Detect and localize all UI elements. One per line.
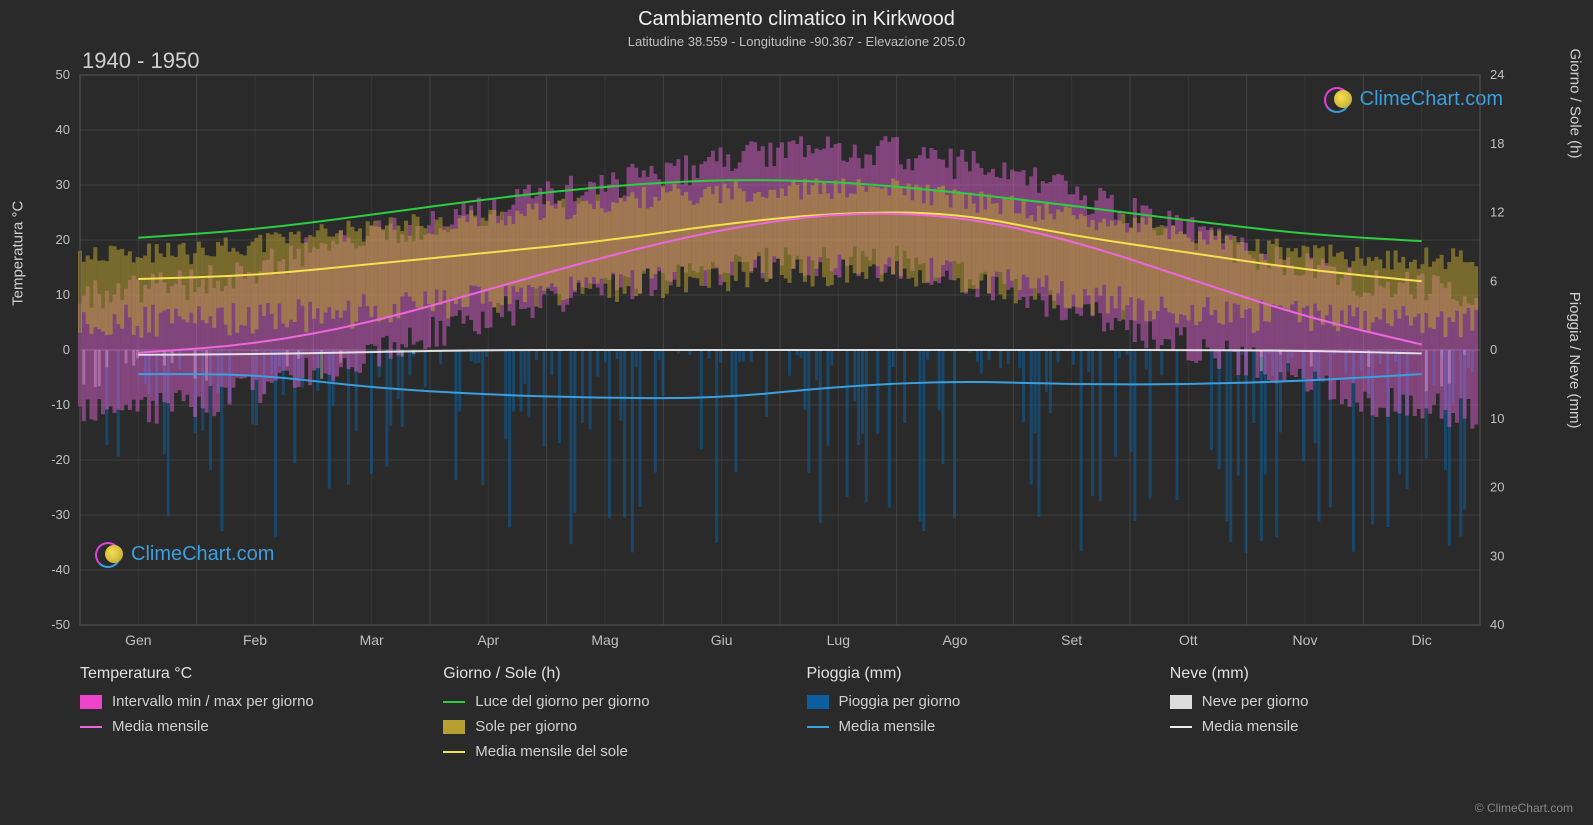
- svg-text:18: 18: [1490, 136, 1504, 151]
- legend-item: Pioggia per giorno: [807, 693, 1150, 710]
- legend-item: Media mensile: [807, 718, 1150, 735]
- legend-item: Sole per giorno: [443, 718, 786, 735]
- legend-item-label: Media mensile: [112, 718, 209, 735]
- svg-text:20: 20: [1490, 480, 1504, 495]
- legend-item-label: Sole per giorno: [475, 718, 577, 735]
- svg-text:-10: -10: [51, 397, 70, 412]
- legend-line-icon: [80, 726, 102, 728]
- legend-title: Giorno / Sole (h): [443, 665, 786, 683]
- svg-text:20: 20: [56, 232, 70, 247]
- svg-text:Feb: Feb: [243, 632, 267, 648]
- year-range: 1940 - 1950: [82, 48, 199, 74]
- copyright: © ClimeChart.com: [1475, 801, 1573, 815]
- svg-text:Lug: Lug: [827, 632, 850, 648]
- legend-title: Neve (mm): [1170, 665, 1513, 683]
- svg-text:24: 24: [1490, 67, 1504, 82]
- svg-text:-50: -50: [51, 617, 70, 632]
- svg-text:0: 0: [1490, 342, 1497, 357]
- legend-temperature: Temperatura °C Intervallo min / max per …: [80, 665, 423, 768]
- chart-title: Cambiamento climatico in Kirkwood: [0, 8, 1593, 31]
- chart-container: Cambiamento climatico in Kirkwood Latitu…: [0, 0, 1593, 825]
- svg-text:10: 10: [56, 287, 70, 302]
- legend-item: Luce del giorno per giorno: [443, 693, 786, 710]
- svg-text:Set: Set: [1061, 632, 1082, 648]
- svg-text:30: 30: [56, 177, 70, 192]
- y-axis-left-label: Temperatura °C: [10, 201, 27, 306]
- legend-item-label: Pioggia per giorno: [839, 693, 961, 710]
- legend-snow: Neve (mm) Neve per giorno Media mensile: [1170, 665, 1513, 768]
- svg-text:12: 12: [1490, 205, 1504, 220]
- legend-item-label: Luce del giorno per giorno: [475, 693, 649, 710]
- svg-text:Ott: Ott: [1179, 632, 1198, 648]
- legend-title: Pioggia (mm): [807, 665, 1150, 683]
- legend-swatch-icon: [807, 695, 829, 709]
- svg-text:-20: -20: [51, 452, 70, 467]
- plot-area: -50-40-30-20-100102030405006121824102030…: [80, 75, 1480, 625]
- legend-swatch-icon: [80, 695, 102, 709]
- svg-text:10: 10: [1490, 411, 1504, 426]
- legend-item: Media mensile del sole: [443, 743, 786, 760]
- legend-line-icon: [1170, 726, 1192, 728]
- svg-text:Nov: Nov: [1293, 632, 1318, 648]
- svg-text:6: 6: [1490, 273, 1497, 288]
- svg-text:0: 0: [63, 342, 70, 357]
- svg-text:Gen: Gen: [125, 632, 151, 648]
- svg-text:Mag: Mag: [591, 632, 618, 648]
- legend-item: Media mensile: [1170, 718, 1513, 735]
- svg-text:Giu: Giu: [711, 632, 733, 648]
- legend-swatch-icon: [443, 720, 465, 734]
- svg-text:-30: -30: [51, 507, 70, 522]
- legend: Temperatura °C Intervallo min / max per …: [80, 665, 1513, 768]
- legend-item-label: Media mensile: [839, 718, 936, 735]
- legend-item-label: Neve per giorno: [1202, 693, 1309, 710]
- svg-text:40: 40: [56, 122, 70, 137]
- legend-line-icon: [443, 751, 465, 753]
- legend-item: Intervallo min / max per giorno: [80, 693, 423, 710]
- legend-item: Media mensile: [80, 718, 423, 735]
- svg-text:30: 30: [1490, 548, 1504, 563]
- chart-subtitle: Latitudine 38.559 - Longitudine -90.367 …: [0, 34, 1593, 49]
- svg-text:Dic: Dic: [1412, 632, 1432, 648]
- legend-item: Neve per giorno: [1170, 693, 1513, 710]
- legend-swatch-icon: [1170, 695, 1192, 709]
- svg-text:40: 40: [1490, 617, 1504, 632]
- svg-text:Ago: Ago: [943, 632, 968, 648]
- legend-item-label: Media mensile del sole: [475, 743, 628, 760]
- y-axis-right-bottom-label: Pioggia / Neve (mm): [1567, 292, 1584, 429]
- legend-item-label: Media mensile: [1202, 718, 1299, 735]
- legend-line-icon: [807, 726, 829, 728]
- svg-text:Mar: Mar: [360, 632, 384, 648]
- legend-daysun: Giorno / Sole (h) Luce del giorno per gi…: [443, 665, 786, 768]
- svg-text:50: 50: [56, 67, 70, 82]
- legend-item-label: Intervallo min / max per giorno: [112, 693, 314, 710]
- legend-rain: Pioggia (mm) Pioggia per giorno Media men…: [807, 665, 1150, 768]
- svg-text:Apr: Apr: [477, 632, 499, 648]
- legend-line-icon: [443, 701, 465, 703]
- legend-title: Temperatura °C: [80, 665, 423, 683]
- svg-text:-40: -40: [51, 562, 70, 577]
- y-axis-right-top-label: Giorno / Sole (h): [1567, 48, 1584, 158]
